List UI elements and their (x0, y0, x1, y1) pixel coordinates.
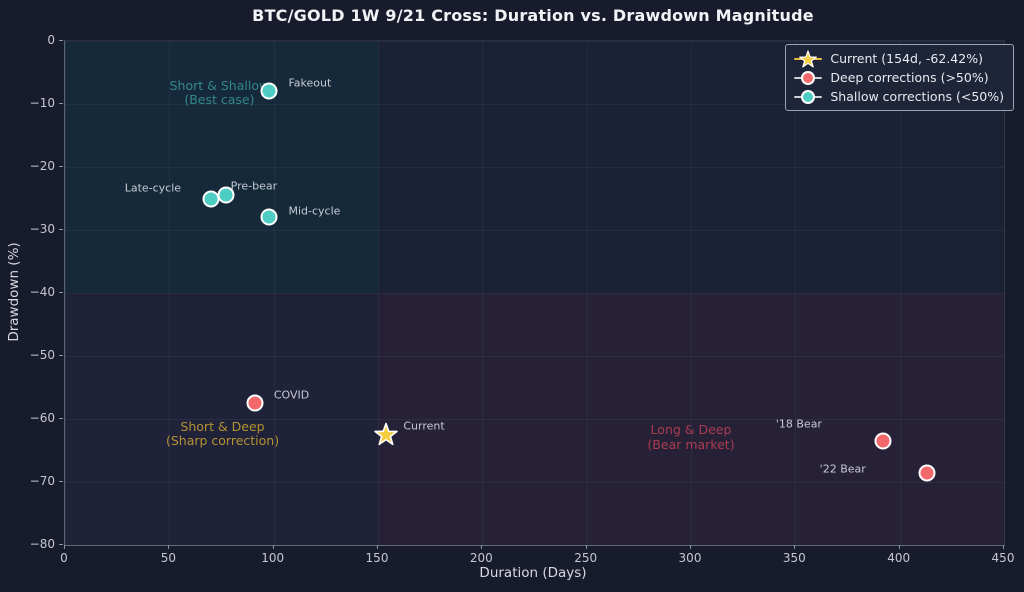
x-tick-label: 100 (261, 551, 285, 565)
y-tick-mark (59, 481, 63, 482)
star-icon (799, 49, 818, 68)
gridline-horizontal (65, 104, 1004, 105)
point-annotation: Late-cycle (124, 181, 182, 194)
legend: Current (154d, -62.42%) Deep corrections … (785, 44, 1014, 111)
y-tick-label: −50 (29, 348, 55, 362)
gridline-horizontal (65, 545, 1004, 546)
x-tick-label: 350 (782, 551, 806, 565)
point-annotation: COVID (273, 388, 310, 402)
x-tick-label: 450 (991, 551, 1015, 565)
data-point-circle (260, 82, 278, 100)
x-tick-label: 250 (574, 551, 598, 565)
gridline-horizontal (65, 41, 1004, 42)
y-tick-mark (59, 229, 63, 230)
y-axis-label: Drawdown (%) (6, 242, 22, 342)
gridline-vertical (65, 41, 66, 545)
x-axis-label: Duration (Days) (479, 565, 587, 581)
quadrant-top-left (65, 41, 378, 293)
x-tick-label: 150 (365, 551, 389, 565)
quadrant-label: Short & Shallow (Best case) (169, 77, 270, 107)
gridline-vertical (1004, 41, 1005, 545)
gridline-horizontal (65, 230, 1004, 231)
y-tick-label: −80 (29, 537, 55, 551)
quadrant-label: Short & Deep (Sharp correction) (165, 418, 280, 449)
data-point-circle (217, 186, 235, 204)
legend-label: Current (154d, -62.42%) (830, 51, 983, 66)
gridline-vertical (586, 41, 588, 545)
point-annotation: Pre-bear (230, 179, 278, 193)
y-tick-label: −20 (29, 159, 55, 173)
y-tick-mark (59, 355, 63, 356)
gridline-horizontal (65, 293, 1004, 294)
point-annotation: '18 Bear (775, 417, 822, 431)
y-tick-mark (59, 166, 63, 167)
legend-label: Shallow corrections (<50%) (830, 89, 1004, 104)
y-tick-label: −60 (29, 411, 55, 425)
gridline-horizontal (65, 419, 1004, 420)
data-point-circle (260, 208, 278, 226)
y-tick-label: −40 (29, 285, 55, 299)
data-point-circle (874, 432, 892, 450)
x-tick-mark (481, 545, 483, 549)
x-tick-mark (794, 545, 796, 549)
gridline-vertical (273, 41, 275, 545)
x-tick-mark (272, 545, 274, 549)
legend-circle-marker (793, 69, 823, 86)
gridline-vertical (795, 41, 797, 545)
legend-entry: Current (154d, -62.42%) (793, 49, 1004, 68)
point-annotation: '22 Bear (819, 462, 866, 476)
quadrant-bottom-right (378, 293, 1004, 545)
x-tick-label: 50 (160, 551, 176, 565)
point-annotation: Mid-cycle (288, 204, 341, 218)
y-tick-mark (59, 418, 63, 419)
y-tick-mark (59, 40, 63, 41)
x-tick-mark (1003, 545, 1004, 549)
y-tick-label: 0 (47, 33, 55, 47)
quadrant-bottom-left (65, 293, 378, 545)
x-tick-label: 400 (887, 551, 911, 565)
y-tick-label: −30 (29, 222, 55, 236)
point-annotation: Current (403, 419, 445, 433)
point-annotation: Fakeout (288, 76, 332, 90)
plot-area: Short & Shallow (Best case) Short & Deep … (64, 40, 1005, 546)
quadrant-label: Long & Deep (Bear market) (647, 422, 735, 452)
gridline-vertical (691, 41, 692, 545)
x-tick-mark (64, 545, 65, 549)
y-tick-mark (59, 292, 63, 293)
x-tick-label: 0 (60, 551, 68, 565)
x-tick-mark (585, 545, 587, 549)
data-point-circle (918, 464, 936, 482)
gridline-horizontal (65, 482, 1004, 483)
gridline-vertical (482, 41, 484, 545)
legend-entry: Shallow corrections (<50%) (793, 88, 1004, 105)
legend-entry: Deep corrections (>50%) (793, 69, 1004, 86)
legend-circle-marker (793, 88, 823, 105)
x-tick-mark (898, 545, 900, 549)
x-tick-label: 300 (678, 551, 702, 565)
legend-star-marker (793, 49, 823, 68)
gridline-vertical (899, 41, 901, 545)
x-tick-mark (377, 545, 378, 549)
circle-icon (801, 70, 816, 85)
y-tick-mark (59, 544, 63, 545)
x-tick-label: 200 (469, 551, 493, 565)
data-point-circle (246, 394, 264, 412)
data-point-star (374, 422, 399, 447)
y-tick-label: −70 (29, 474, 55, 488)
x-tick-mark (168, 545, 170, 549)
legend-label: Deep corrections (>50%) (830, 70, 989, 85)
circle-icon (801, 89, 816, 104)
gridline-horizontal (65, 167, 1004, 168)
gridline-vertical (169, 41, 171, 545)
gridline-vertical (378, 41, 379, 545)
y-tick-label: −10 (29, 96, 55, 110)
y-tick-mark (59, 103, 63, 104)
x-tick-mark (690, 545, 691, 549)
chart-title: BTC/GOLD 1W 9/21 Cross: Duration vs. Dra… (252, 6, 814, 25)
gridline-horizontal (65, 356, 1004, 357)
